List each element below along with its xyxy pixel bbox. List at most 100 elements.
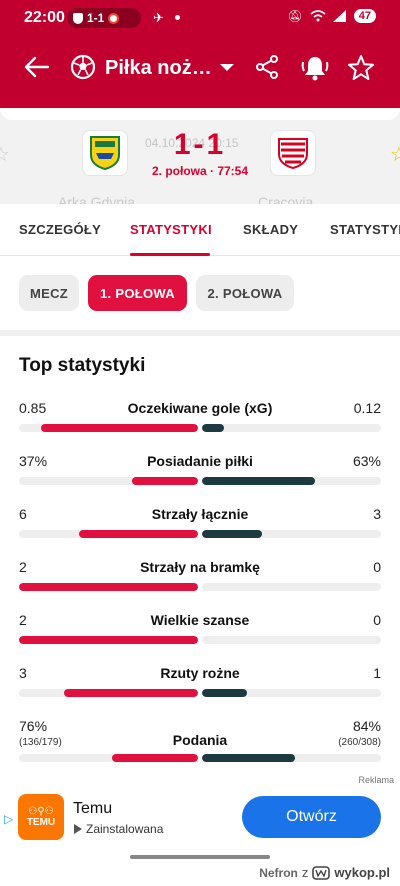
stat-label: Rzuty rożne [160, 665, 240, 681]
stat-label: Wielkie szanse [150, 612, 250, 628]
star-icon[interactable] [347, 54, 375, 82]
crest-icon [108, 12, 120, 24]
favorite-away-star-icon[interactable]: ☆ [390, 144, 400, 166]
status-icons: 🔕︎ 47 [288, 9, 376, 23]
play-store-icon [74, 824, 82, 834]
battery-level: 47 [353, 9, 376, 23]
bell-icon[interactable] [300, 54, 330, 82]
stat-home-main: 76% [19, 718, 48, 734]
home-bar [131, 477, 198, 485]
stat-home-value: 0.85 [19, 400, 47, 416]
wifi-icon [310, 10, 326, 22]
section-title: Top statystyki [19, 355, 146, 376]
home-bar [112, 754, 198, 762]
temu-logo-text: TEMU [26, 817, 56, 828]
live-score-text: 1-1 [87, 11, 105, 25]
home-team-logo[interactable] [82, 130, 128, 176]
tab-player-stats[interactable]: STATYSTYK [330, 222, 400, 237]
period-first-half-chip[interactable]: 1. POŁOWA [88, 275, 187, 311]
stat-away-value: 1 [373, 665, 381, 681]
away-bar [202, 754, 296, 762]
shield-icon [73, 12, 83, 24]
away-bar-track [202, 477, 381, 485]
away-bar-track [202, 689, 381, 697]
stat-label: Podania [172, 732, 228, 748]
stat-row[interactable]: 76% (136/179) Podania 84% (260/308) [0, 718, 400, 768]
cracovia-crest-icon [278, 138, 308, 170]
home-bar-track [19, 530, 198, 538]
away-bar-track [202, 636, 381, 644]
away-team-name[interactable]: Cracovia [258, 194, 314, 204]
stat-row[interactable]: 37% Posiadanie piłki 63% [0, 453, 400, 501]
period-second-half-chip[interactable]: 2. POŁOWA [196, 275, 294, 311]
live-score-pill[interactable]: 1-1 [67, 8, 141, 28]
home-bar-track [19, 689, 198, 697]
match-date: 04.10.2024 20:15 [145, 136, 239, 150]
stat-away-sub: (260/308) [338, 737, 381, 748]
app-title[interactable]: Piłka noż… [105, 57, 212, 79]
stat-away-main: 84% [352, 718, 381, 734]
back-arrow-icon[interactable] [24, 54, 50, 80]
stat-row[interactable]: 2 Strzały na bramkę 0 [0, 559, 400, 607]
stat-row[interactable]: 6 Strzały łącznie 3 [0, 506, 400, 554]
home-bar [78, 530, 198, 538]
scoreboard: ☆ 04.10.2024 20:15 1-1 2. połowa · 77:54… [0, 108, 400, 204]
stat-away-value: 0 [373, 612, 381, 628]
stat-away-value: 3 [373, 506, 381, 522]
stat-row[interactable]: 2 Wielkie szanse 0 [0, 612, 400, 660]
stat-home-value: 2 [19, 559, 27, 575]
away-bar [202, 689, 247, 697]
tab-details[interactable]: SZCZEGÓŁY [19, 222, 102, 237]
favorite-home-star-icon[interactable]: ☆ [0, 144, 10, 166]
away-team-logo[interactable] [270, 130, 316, 176]
app-header: 22:00 1-1 ✈ 🔕︎ 47 Piłka noż… [0, 0, 400, 108]
section-separator [0, 330, 400, 336]
wykop-logo-icon [312, 865, 331, 880]
stat-home-value: 6 [19, 506, 27, 522]
stat-label: Posiadanie piłki [147, 453, 253, 469]
ad-choices-icon[interactable]: ▷ [4, 812, 14, 826]
stat-away-value: 84% (260/308) [338, 718, 381, 748]
stat-home-value: 2 [19, 612, 27, 628]
home-bar-track [19, 636, 198, 644]
temu-logo-glyphs: ⚇⚲⚇ [28, 806, 54, 817]
stat-home-value: 76% (136/179) [19, 718, 62, 748]
ad-banner[interactable]: ▷ ⚇⚲⚇ TEMU Temu Zainstalowana Otwórz [0, 786, 400, 846]
watermark: Nefron z wykop.pl [259, 865, 390, 880]
active-tab-indicator [130, 253, 210, 256]
tab-statistics[interactable]: STATYSTYKI [130, 222, 212, 237]
ad-open-button[interactable]: Otwórz [242, 796, 381, 838]
arka-crest-icon [90, 136, 120, 171]
match-score: 1-1 [173, 128, 227, 161]
away-bar-track [202, 754, 381, 762]
watermark-user: Nefron [259, 865, 298, 880]
home-bar-track [19, 477, 198, 485]
header-card-edge [0, 108, 400, 120]
stat-away-value: 0.12 [353, 400, 381, 416]
dropdown-caret-icon[interactable] [218, 54, 236, 80]
home-bar-track [19, 424, 198, 432]
football-icon [70, 54, 96, 80]
stat-row[interactable]: 3 Rzuty rożne 1 [0, 665, 400, 713]
away-bar [202, 477, 315, 485]
watermark-brand: wykop.pl [334, 865, 390, 880]
status-time: 22:00 [24, 9, 65, 26]
app-bar: Piłka noż… [0, 42, 400, 94]
ad-app-name[interactable]: Temu [73, 800, 113, 817]
gesture-nav-handle[interactable] [130, 855, 270, 859]
home-bar [41, 424, 198, 432]
home-bar [63, 689, 198, 697]
signal-icon [332, 10, 346, 22]
temu-logo[interactable]: ⚇⚲⚇ TEMU [18, 794, 64, 840]
home-bar-track [19, 754, 198, 762]
share-icon[interactable] [254, 54, 280, 80]
home-bar-track [19, 583, 198, 591]
stat-row[interactable]: 0.85 Oczekiwane gole (xG) 0.12 [0, 400, 400, 448]
ad-label: Reklama [358, 775, 394, 785]
away-bar [202, 530, 262, 538]
home-bar [19, 583, 198, 591]
tab-lineups[interactable]: SKŁADY [243, 222, 299, 237]
home-team-name[interactable]: Arka Gdynia [58, 194, 136, 204]
period-match-chip[interactable]: MECZ [19, 275, 79, 311]
stat-label: Oczekiwane gole (xG) [127, 400, 273, 416]
